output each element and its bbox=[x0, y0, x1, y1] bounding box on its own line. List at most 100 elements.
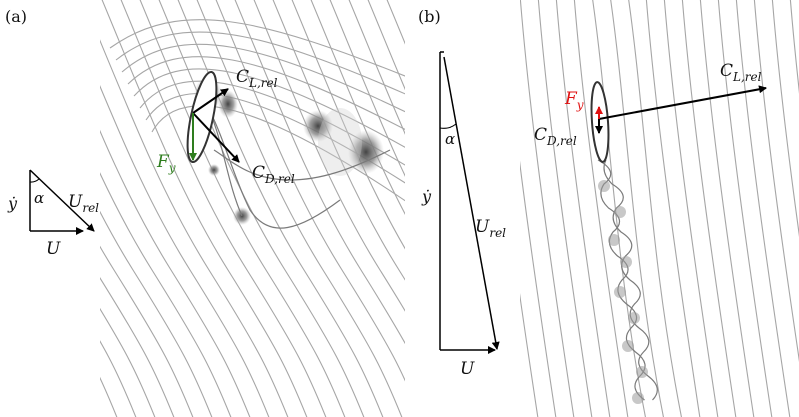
panel-a: (a) CL,rel CD,rel Fy bbox=[0, 0, 405, 417]
streamline bbox=[367, 0, 405, 91]
streamline bbox=[592, 0, 647, 417]
u-label: U bbox=[46, 239, 61, 259]
streamline bbox=[115, 31, 405, 95]
streamline bbox=[100, 307, 156, 417]
panel-b-streamlines bbox=[520, 0, 799, 417]
streamline bbox=[100, 210, 213, 417]
panel-a-streamlines bbox=[0, 0, 405, 417]
wake-vortex bbox=[636, 366, 648, 378]
wake-line bbox=[197, 91, 341, 229]
vortex bbox=[218, 90, 238, 118]
wake-vortex bbox=[614, 206, 626, 218]
wake-line bbox=[603, 159, 658, 401]
streamline bbox=[699, 0, 755, 417]
alpha-label: α bbox=[445, 130, 455, 148]
ydot-label: ẏ bbox=[7, 194, 18, 213]
streamline bbox=[310, 0, 405, 216]
wake-vortex bbox=[620, 256, 632, 268]
velocity-triangle-a: α ẏ Urel U bbox=[7, 169, 99, 259]
drag-label: CD,rel bbox=[252, 163, 295, 186]
streamline bbox=[127, 56, 405, 131]
streamline bbox=[215, 0, 405, 382]
ydot-label: ẏ bbox=[421, 187, 432, 206]
urel-label: Urel bbox=[475, 217, 506, 240]
wake-vortex bbox=[608, 234, 620, 246]
streamline bbox=[0, 0, 4, 417]
streamline bbox=[329, 0, 405, 177]
streamline bbox=[628, 0, 683, 417]
streamline bbox=[0, 0, 42, 417]
panel-a-label: (a) bbox=[5, 7, 27, 26]
velocity-triangle-b: α ẏ Urel U bbox=[421, 51, 506, 379]
wake-line bbox=[597, 159, 646, 401]
vortex bbox=[208, 164, 220, 176]
streamline bbox=[100, 85, 270, 417]
streamline bbox=[717, 0, 773, 417]
streamline bbox=[555, 0, 611, 417]
streamline bbox=[100, 245, 194, 417]
drag-vector bbox=[192, 112, 240, 163]
streamline bbox=[120, 0, 327, 417]
urel-vector bbox=[29, 169, 95, 232]
streamline bbox=[109, 19, 405, 77]
streamline bbox=[291, 0, 405, 250]
streamline bbox=[771, 0, 799, 238]
wake-line bbox=[213, 149, 391, 181]
urel-label: Urel bbox=[68, 192, 99, 215]
streamline bbox=[789, 0, 799, 94]
streamline bbox=[753, 0, 799, 363]
panel-b: (b) α ẏ Urel U CL,rel CD,rel bbox=[418, 0, 799, 417]
u-label: U bbox=[460, 359, 475, 379]
drag-label: CD,rel bbox=[534, 125, 577, 148]
streamline bbox=[735, 0, 791, 417]
vortex bbox=[348, 130, 384, 174]
streamline bbox=[253, 0, 405, 312]
streamline bbox=[100, 39, 289, 417]
vortex bbox=[303, 110, 333, 142]
streamline bbox=[348, 0, 405, 135]
streamline bbox=[158, 0, 365, 417]
bluff-body bbox=[186, 70, 218, 164]
urel-vector bbox=[443, 56, 500, 350]
wake-vortex bbox=[622, 340, 634, 352]
streamline bbox=[100, 172, 232, 417]
streamline bbox=[520, 160, 557, 417]
lift-vector bbox=[598, 85, 767, 120]
streamline bbox=[139, 0, 346, 417]
streamline bbox=[663, 0, 719, 417]
streamline bbox=[520, 293, 539, 417]
streamline bbox=[272, 0, 405, 281]
streamline bbox=[196, 0, 403, 417]
wake-shade bbox=[318, 108, 362, 176]
streamline bbox=[100, 340, 137, 417]
wake-vortex bbox=[614, 286, 626, 298]
streamline bbox=[100, 129, 251, 417]
streamline bbox=[537, 0, 593, 417]
wake-vortex bbox=[632, 392, 644, 404]
force-label: Fy bbox=[564, 89, 584, 112]
streamline bbox=[177, 0, 384, 417]
wake-vortex bbox=[598, 180, 610, 192]
lift-vector bbox=[192, 88, 229, 114]
streamline bbox=[100, 276, 175, 417]
alpha-label: α bbox=[34, 189, 44, 207]
streamline bbox=[101, 0, 308, 417]
force-label: Fy bbox=[156, 152, 176, 175]
panel-b-label: (b) bbox=[418, 7, 441, 26]
streamline bbox=[681, 0, 737, 417]
streamline bbox=[520, 0, 575, 417]
streamline bbox=[133, 68, 405, 148]
streamline bbox=[645, 0, 701, 417]
lift-label: CL,rel bbox=[236, 67, 278, 90]
streamline bbox=[100, 376, 118, 417]
alpha-arc bbox=[29, 178, 40, 183]
streamline bbox=[610, 0, 665, 417]
wake-vortex bbox=[628, 312, 640, 324]
alpha-arc bbox=[439, 123, 457, 129]
lift-label: CL,rel bbox=[720, 61, 762, 84]
streamline bbox=[234, 0, 405, 345]
streamline bbox=[573, 0, 629, 417]
streamline bbox=[121, 43, 405, 113]
